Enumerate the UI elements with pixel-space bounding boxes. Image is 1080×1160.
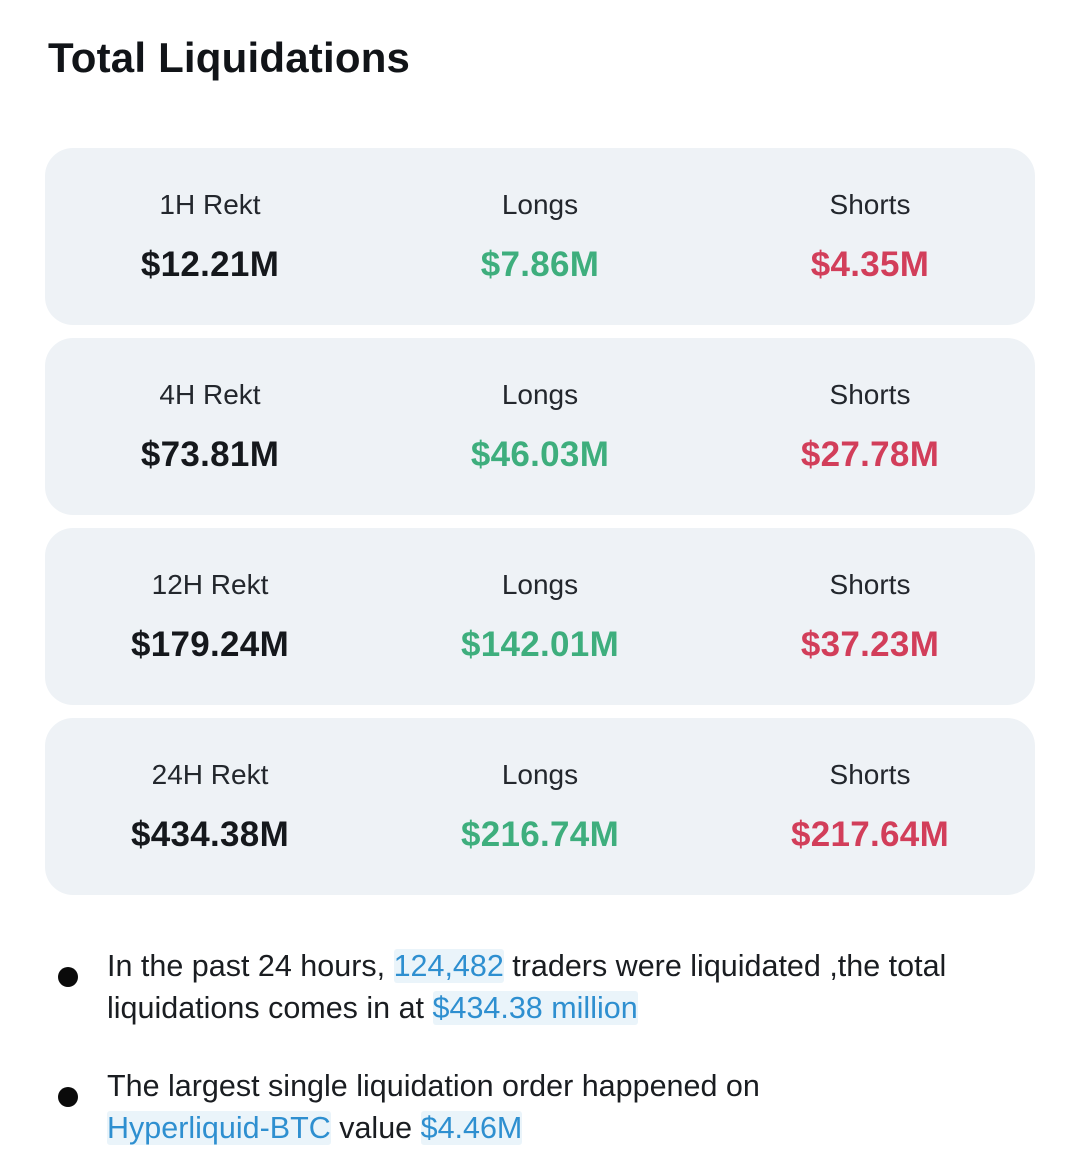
note-24h-summary: In the past 24 hours, 124,482 traders we… xyxy=(48,945,1032,1029)
shorts-value: $37.23M xyxy=(800,624,940,664)
period-label: 4H Rekt xyxy=(159,378,261,410)
bullet-dot-icon xyxy=(58,1087,78,1107)
cell-1h-total: 1H Rekt $12.21M xyxy=(45,189,375,285)
note-mid: value xyxy=(330,1111,421,1145)
bullet-dot-icon xyxy=(58,967,78,987)
longs-label: Longs xyxy=(501,378,579,410)
cell-4h-total: 4H Rekt $73.81M xyxy=(45,379,375,475)
cell-12h-longs: Longs $142.01M xyxy=(375,569,705,665)
period-value: $179.24M xyxy=(130,624,290,664)
card-1h-rekt: 1H Rekt $12.21M Longs $7.86M Shorts $4.3… xyxy=(45,148,1035,325)
period-value: $434.38M xyxy=(130,814,290,854)
page-title: Total Liquidations xyxy=(48,34,411,81)
note-text: In the past 24 hours, 124,482 traders we… xyxy=(107,945,946,1029)
longs-value: $142.01M xyxy=(460,624,620,664)
cell-12h-total: 12H Rekt $179.24M xyxy=(45,569,375,665)
shorts-label: Shorts xyxy=(829,568,911,600)
note-lead: In the past 24 hours, xyxy=(107,949,394,983)
cell-24h-shorts: Shorts $217.64M xyxy=(705,759,1035,855)
shorts-value: $27.78M xyxy=(800,434,940,474)
shorts-label: Shorts xyxy=(829,378,911,410)
cell-24h-total: 24H Rekt $434.38M xyxy=(45,759,375,855)
longs-label: Longs xyxy=(501,568,579,600)
period-label: 12H Rekt xyxy=(151,568,269,600)
summary-notes: In the past 24 hours, 124,482 traders we… xyxy=(48,945,1032,1149)
longs-value: $7.86M xyxy=(480,244,600,284)
total-amount-link[interactable]: $434.38 million xyxy=(432,991,638,1025)
card-12h-rekt: 12H Rekt $179.24M Longs $142.01M Shorts … xyxy=(45,528,1035,705)
shorts-value: $4.35M xyxy=(810,244,930,284)
order-value-link[interactable]: $4.46M xyxy=(420,1111,523,1145)
period-label: 24H Rekt xyxy=(151,758,269,790)
longs-value: $46.03M xyxy=(470,434,610,474)
pair-link[interactable]: Hyperliquid-BTC xyxy=(107,1111,331,1145)
card-24h-rekt: 24H Rekt $434.38M Longs $216.74M Shorts … xyxy=(45,718,1035,895)
note-line1: The largest single liquidation order hap… xyxy=(107,1069,760,1103)
card-4h-rekt: 4H Rekt $73.81M Longs $46.03M Shorts $27… xyxy=(45,338,1035,515)
traders-count-link[interactable]: 124,482 xyxy=(393,949,504,983)
note-line2: liquidations comes in at xyxy=(107,991,433,1025)
longs-value: $216.74M xyxy=(460,814,620,854)
cell-24h-longs: Longs $216.74M xyxy=(375,759,705,855)
cell-12h-shorts: Shorts $37.23M xyxy=(705,569,1035,665)
shorts-label: Shorts xyxy=(829,188,911,220)
note-text: The largest single liquidation order hap… xyxy=(107,1065,760,1149)
note-largest-order: The largest single liquidation order hap… xyxy=(48,1065,1032,1149)
period-label: 1H Rekt xyxy=(159,188,261,220)
liquidation-cards: 1H Rekt $12.21M Longs $7.86M Shorts $4.3… xyxy=(45,148,1035,895)
period-value: $12.21M xyxy=(140,244,280,284)
cell-4h-shorts: Shorts $27.78M xyxy=(705,379,1035,475)
period-value: $73.81M xyxy=(140,434,280,474)
longs-label: Longs xyxy=(501,188,579,220)
shorts-label: Shorts xyxy=(829,758,911,790)
longs-label: Longs xyxy=(501,758,579,790)
cell-4h-longs: Longs $46.03M xyxy=(375,379,705,475)
cell-1h-shorts: Shorts $4.35M xyxy=(705,189,1035,285)
note-mid: traders were liquidated ,the total xyxy=(503,949,947,983)
shorts-value: $217.64M xyxy=(790,814,950,854)
cell-1h-longs: Longs $7.86M xyxy=(375,189,705,285)
